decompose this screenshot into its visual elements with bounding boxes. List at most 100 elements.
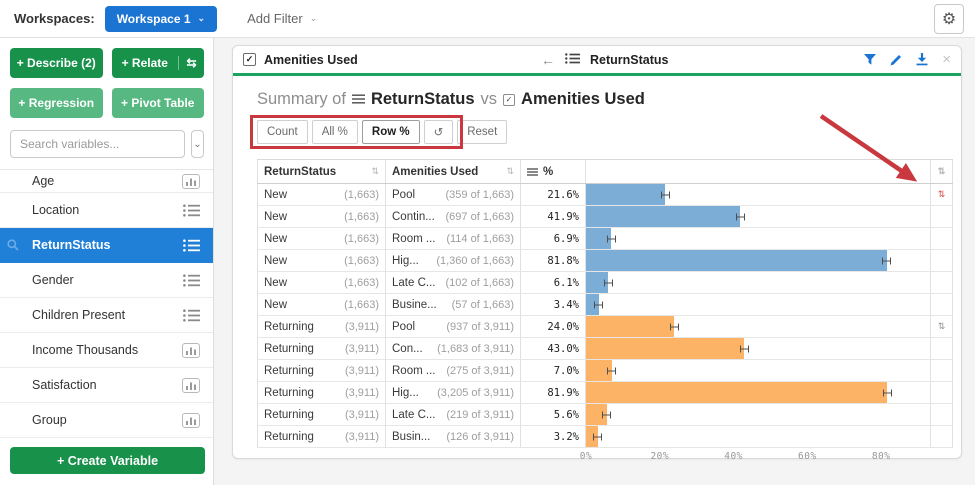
- sidebar-item-income-thousands[interactable]: Income Thousands: [0, 333, 213, 368]
- error-bar: [602, 411, 611, 418]
- search-variables-input[interactable]: [10, 130, 185, 158]
- amenity-count: (3,205 of 3,911): [437, 387, 514, 399]
- row-sort-cell: [931, 338, 953, 359]
- table-row[interactable]: Returning(3,911)Room ...(275 of 3,911)7.…: [257, 360, 953, 382]
- sidebar-item-location[interactable]: Location: [0, 193, 213, 228]
- bar-cell: [586, 250, 931, 271]
- summary-panel: ✓ Amenities Used ← ReturnStatus × Summar…: [232, 45, 962, 459]
- percent-cell: 81.8%: [521, 250, 586, 271]
- col-header-chart: [586, 160, 931, 183]
- sidebar-item-gender[interactable]: Gender: [0, 263, 213, 298]
- table-row[interactable]: Returning(3,911)Late C...(219 of 3,911)5…: [257, 404, 953, 426]
- group-name: New: [264, 299, 287, 311]
- sidebar-item-children-present[interactable]: Children Present: [0, 298, 213, 333]
- percent-cell: 7.0%: [521, 360, 586, 381]
- workspace-selector-label: Workspace 1: [117, 12, 191, 26]
- error-bar: [882, 257, 891, 264]
- settings-button[interactable]: ⚙: [934, 4, 964, 34]
- table-row[interactable]: Returning(3,911)Hig...(3,205 of 3,911)81…: [257, 382, 953, 404]
- row-sort-cell: [931, 360, 953, 381]
- variables-dropdown-button[interactable]: ⌄: [191, 130, 204, 158]
- sidebar-item-group[interactable]: Group: [0, 403, 213, 438]
- workspaces-label: Workspaces:: [14, 11, 95, 26]
- table-row[interactable]: New(1,663)Room ...(114 of 1,663)6.9%: [257, 228, 953, 250]
- amenity-count: (275 of 3,911): [446, 365, 514, 377]
- close-icon[interactable]: ×: [942, 52, 951, 67]
- axis-tick-label: 0%: [580, 451, 592, 462]
- amenity-cell: Busin...(126 of 3,911): [386, 426, 521, 447]
- regression-button[interactable]: + Regression: [10, 88, 103, 118]
- variable-label: Satisfaction: [32, 378, 97, 392]
- table-row[interactable]: Returning(3,911)Busin...(126 of 3,911)3.…: [257, 426, 953, 448]
- percent-cell: 3.4%: [521, 294, 586, 315]
- returnstatus-cell: Returning(3,911): [257, 360, 386, 381]
- table-row[interactable]: New(1,663)Hig...(1,360 of 1,663)81.8%: [257, 250, 953, 272]
- col-header-returnstatus[interactable]: ReturnStatus ⇅: [257, 160, 386, 183]
- group-name: New: [264, 189, 287, 201]
- relate-button[interactable]: + Relate ⇆: [112, 48, 205, 78]
- workspace-selector-button[interactable]: Workspace 1 ⌄: [105, 6, 217, 32]
- sort-icon[interactable]: ⇅: [938, 321, 946, 332]
- back-arrow-icon[interactable]: ←: [541, 52, 555, 68]
- sort-icon[interactable]: ⇅: [938, 189, 946, 200]
- percent-cell: 21.6%: [521, 184, 586, 205]
- sidebar-item-returnstatus[interactable]: ReturnStatus: [0, 228, 213, 263]
- error-bar: [594, 301, 603, 308]
- amenity-cell: Busine...(57 of 1,663): [386, 294, 521, 315]
- sidebar-item-satisfaction[interactable]: Satisfaction: [0, 368, 213, 403]
- group-name: New: [264, 277, 287, 289]
- download-icon[interactable]: [916, 53, 928, 66]
- group-count: (1,663): [344, 189, 379, 201]
- percent-cell: 5.6%: [521, 404, 586, 425]
- amenity-name: Room ...: [392, 233, 435, 245]
- percent-cell: 41.9%: [521, 206, 586, 227]
- add-filter-button[interactable]: Add Filter ⌄: [247, 11, 317, 26]
- row-sort-cell: [931, 294, 953, 315]
- histogram-icon: [182, 413, 200, 428]
- group-count: (1,663): [344, 299, 379, 311]
- table-row[interactable]: New(1,663)Pool(359 of 1,663)21.6%⇅: [257, 184, 953, 206]
- table-row[interactable]: New(1,663)Late C...(102 of 1,663)6.1%: [257, 272, 953, 294]
- error-bar: [607, 235, 616, 242]
- sort-icon[interactable]: ⇅: [371, 166, 379, 177]
- refresh-button[interactable]: ↺: [424, 120, 454, 144]
- table-row[interactable]: Returning(3,911)Pool(937 of 3,911)24.0%⇅: [257, 316, 953, 338]
- variable-label: Gender: [32, 273, 74, 287]
- col-header-amenities[interactable]: Amenities Used ⇅: [386, 160, 521, 183]
- add-filter-label: Add Filter: [247, 11, 303, 26]
- chart-sort-header[interactable]: ⇅: [931, 160, 953, 183]
- swap-icon[interactable]: ⇆: [178, 56, 204, 70]
- linked-variable-label[interactable]: ReturnStatus: [590, 53, 668, 67]
- sidebar-item-age[interactable]: Age: [0, 170, 213, 193]
- table-row[interactable]: New(1,663)Contin...(697 of 1,663)41.9%: [257, 206, 953, 228]
- group-count: (3,911): [345, 387, 379, 399]
- error-bar: [736, 213, 745, 220]
- amenity-count: (937 of 3,911): [446, 321, 514, 333]
- all-percent-button[interactable]: All %: [312, 120, 358, 144]
- amenity-name: Busin...: [392, 431, 430, 443]
- pivot-table-button[interactable]: + Pivot Table: [112, 88, 205, 118]
- amenity-name: Busine...: [392, 299, 437, 311]
- chevron-down-icon: ⌄: [193, 139, 201, 150]
- list-icon: [183, 204, 200, 217]
- amenity-name: Hig...: [392, 387, 419, 399]
- create-variable-button[interactable]: + Create Variable: [10, 447, 205, 474]
- table-row[interactable]: Returning(3,911)Con...(1,683 of 3,911)43…: [257, 338, 953, 360]
- filter-icon[interactable]: [864, 54, 876, 65]
- amenities-checkbox[interactable]: ✓: [243, 53, 256, 66]
- sort-icon[interactable]: ⇅: [506, 166, 514, 177]
- col-header-percent[interactable]: %: [521, 160, 586, 183]
- histogram-icon: [182, 174, 200, 189]
- table-row[interactable]: New (1,663) Busine...(57 of 1,663)3.4%: [257, 294, 953, 316]
- percent-bar: [586, 184, 665, 205]
- group-count: (1,663): [344, 233, 379, 245]
- count-button[interactable]: Count: [257, 120, 308, 144]
- row-percent-button[interactable]: Row %: [362, 120, 420, 144]
- describe-button[interactable]: + Describe (2): [10, 48, 103, 78]
- top-bar: Workspaces: Workspace 1 ⌄ Add Filter ⌄ ⚙: [0, 0, 975, 38]
- refresh-icon: ↺: [434, 127, 444, 139]
- summary-title: Summary of ReturnStatus vs ✓ Amenities U…: [257, 90, 645, 109]
- reset-button[interactable]: Reset: [457, 120, 507, 144]
- row-sort-cell: [931, 382, 953, 403]
- pencil-icon[interactable]: [890, 54, 902, 66]
